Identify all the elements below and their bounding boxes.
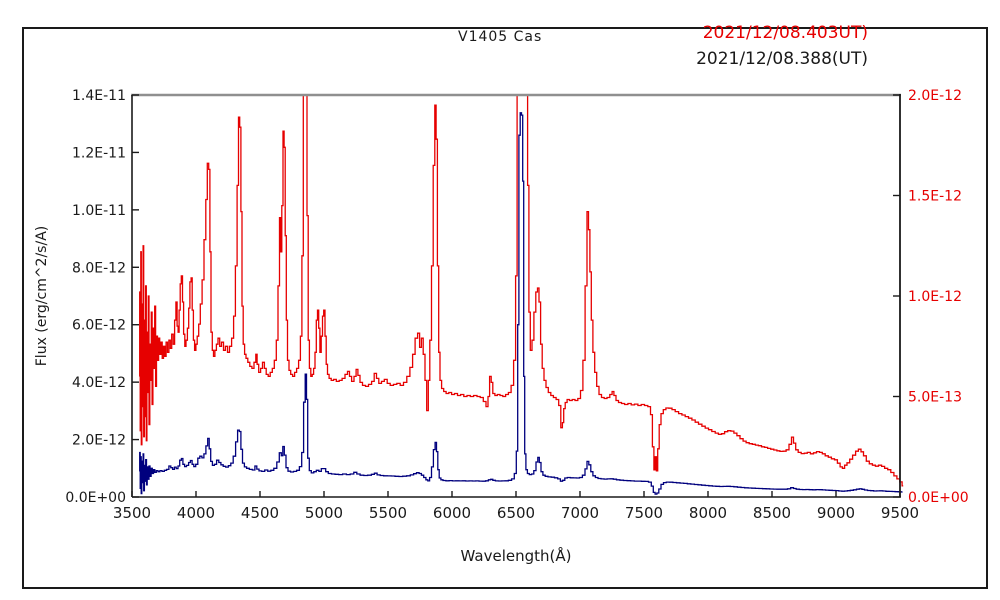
y-right-tick-label: 1.5E-12 <box>908 189 962 205</box>
x-tick-label: 5500 <box>369 504 407 522</box>
y-right-tick-label: 1.0E-12 <box>908 289 962 305</box>
x-tick-label: 4500 <box>241 504 279 522</box>
y-right-tick-label: 2.0E-12 <box>908 88 962 104</box>
y-left-tick-label: 8.0E-12 <box>72 260 126 276</box>
legend: 2021/12/08.403UT) 2021/12/08.388(UT) <box>696 20 868 72</box>
spectrum-curve-blue <box>139 112 903 495</box>
spectrum-curve-red <box>139 94 904 487</box>
x-tick-label: 9000 <box>817 504 855 522</box>
x-tick-label: 5000 <box>305 504 343 522</box>
chart-title: V1405 Cas <box>458 29 543 45</box>
x-tick-label: 7500 <box>625 504 663 522</box>
x-tick-label: 8500 <box>753 504 791 522</box>
y-left-tick-label: 2.0E-12 <box>72 433 126 449</box>
legend-entry-black: 2021/12/08.388(UT) <box>696 49 868 69</box>
x-tick-label: 8000 <box>689 504 727 522</box>
y-right-tick-label: 5.0E-13 <box>908 390 962 406</box>
y-left-tick-label: 1.0E-11 <box>72 203 126 219</box>
figure-border <box>22 27 988 589</box>
x-tick-label: 6500 <box>497 504 535 522</box>
y-left-tick-label: 6.0E-12 <box>72 318 126 334</box>
y-left-tick-label: 1.2E-11 <box>72 145 126 161</box>
x-tick-label: 6000 <box>433 504 471 522</box>
x-axis-title: Wavelength(Å) <box>460 547 572 565</box>
y-right-tick-label: 0.0E+00 <box>908 490 969 506</box>
y-left-tick-label: 0.0E+00 <box>65 490 126 506</box>
x-tick-label: 9500 <box>881 504 919 522</box>
x-tick-label: 3500 <box>113 504 151 522</box>
legend-entry-red: 2021/12/08.403UT) <box>702 23 868 43</box>
y-left-tick-label: 4.0E-12 <box>72 375 126 391</box>
x-tick-label: 7000 <box>561 504 599 522</box>
x-tick-label: 4000 <box>177 504 215 522</box>
y-left-tick-label: 1.4E-11 <box>72 88 126 104</box>
